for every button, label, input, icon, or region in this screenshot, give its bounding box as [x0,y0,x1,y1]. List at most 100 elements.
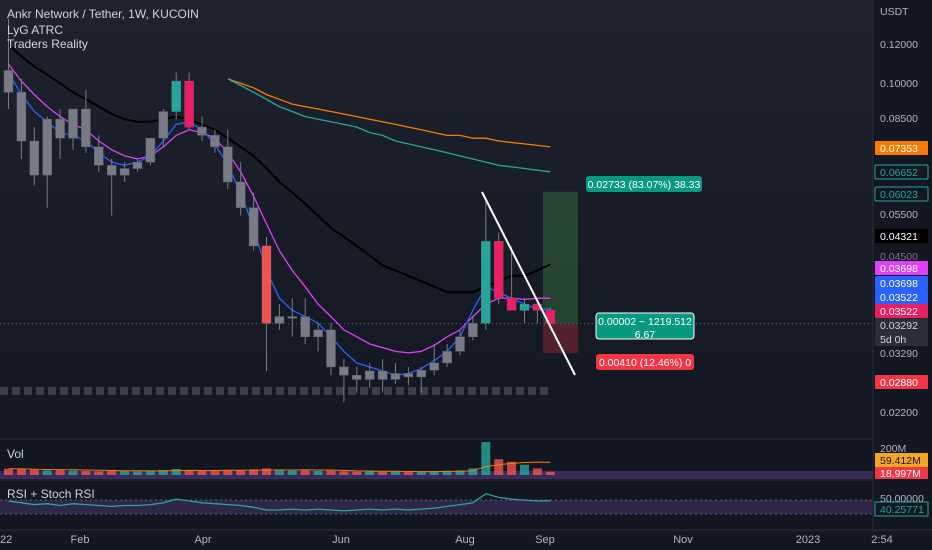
rsi-badge [874,501,929,517]
candle-body [42,118,52,176]
volume-bar [455,470,465,475]
volume-bar [94,471,104,475]
volume-bar [197,470,207,475]
position-center-label-text: 6.67 [635,329,656,341]
target-label-bg [586,176,702,192]
candle-body [364,370,375,380]
candle-body [68,108,78,139]
price-badge [875,261,928,275]
price-badge [875,290,928,304]
moving-average-line-0 [7,44,551,294]
candle-body [429,362,439,371]
price-axis-tick: 0.12000 [880,39,918,51]
candle-body [390,373,401,380]
candle-body-recent [481,241,491,324]
candle-body [416,369,427,378]
volume-bar [378,471,388,475]
position-center-label-bg [596,313,694,339]
candle-body [468,322,478,338]
volume-bar [171,469,181,475]
volume-bar [468,468,478,475]
moving-average-line-3 [227,78,551,148]
candle-body [106,165,117,176]
volume-badge [875,453,928,467]
volume-bar [339,471,349,475]
volume-bar [545,471,555,475]
volume-badge-text: 59.412M [880,455,921,467]
volume-bar [391,471,400,475]
volume-bar [313,471,323,475]
volume-bar [158,470,168,475]
volume-ma-line [8,461,551,473]
price-badge-text: 0.03292 [880,320,918,332]
volume-bar [120,471,130,475]
volume-bar [4,468,13,475]
price-badge [875,318,928,332]
time-axis-label: Apr [194,534,211,546]
volume-bar [81,471,91,475]
price-badge-text: 0.03522 [880,306,918,318]
volume-bar [184,470,194,475]
candle-body [55,118,65,139]
candle-body-tint [287,316,297,319]
candle-body [145,137,156,163]
candle-body-recent [520,304,529,311]
volume-bar [520,464,529,475]
volume-bar [262,468,271,475]
price-axis-tick: 0.08500 [880,113,918,125]
candle-body [29,140,40,176]
time-axis-label: Jun [332,534,350,546]
volume-bar [494,459,504,475]
time-axis-label: 2023 [796,534,820,546]
rsi-line [8,493,551,512]
price-badge [875,276,928,290]
price-axis-tick: 0.10000 [880,78,918,90]
price-badge-text: 0.06652 [880,167,918,179]
time-axis-label: Nov [673,534,693,546]
symbol-legend[interactable]: Ankr Network / Tether, 1W, KUCOIN [7,7,199,21]
volume-bar [365,471,375,475]
candle-body [197,126,207,136]
price-badge [875,249,928,263]
volume-axis-tick: 200M [880,443,906,455]
volume-pane-title[interactable]: Vol [7,447,24,461]
volume-bar [507,461,517,475]
candle-body [352,374,362,380]
price-badge [874,164,929,180]
candle-body [223,146,233,183]
candle-body-recent [532,304,542,311]
rsi-pane-title[interactable]: RSI + Stoch RSI [7,487,95,501]
volume-badge-text: 18.997M [880,468,921,480]
indicator-legend-1[interactable]: LyG ATRC [7,23,64,37]
candle-body [119,168,130,176]
price-badge [874,186,929,202]
price-badge [875,375,928,389]
candle-body-highlight [171,81,181,112]
target-label-text: 0.02733 (83.07%) 38.33 [588,179,701,191]
volume-bar [236,470,246,475]
indicator-legend-2[interactable]: Traders Reality [7,37,88,51]
volume-bar [133,471,142,475]
volume-bar [532,468,542,475]
candle-body [313,329,323,338]
candle-body [326,329,336,368]
volume-bar [352,471,362,475]
time-axis-label: Aug [455,534,475,546]
main-pane-background [0,0,873,438]
time-axis-label: 22 [0,534,12,546]
price-axis-tick: 0.03290 [880,348,918,360]
stop-label-text: 0.00410 (12.46%) 0 [599,357,691,369]
volume-bar [442,470,452,475]
time-axis-label: 2:54 [871,534,892,546]
price-badge-text: 0.04500 [880,251,918,263]
price-badge-text: 0.02880 [880,377,918,389]
candle-body [442,351,452,364]
volume-bar [145,471,155,475]
candle-body [455,336,465,352]
position-center-border [595,312,695,340]
candle-body [3,70,14,93]
price-axis-tick: 0.02200 [880,407,918,419]
price-axis-tick: 0.05500 [880,209,918,221]
volume-bar [16,469,26,475]
